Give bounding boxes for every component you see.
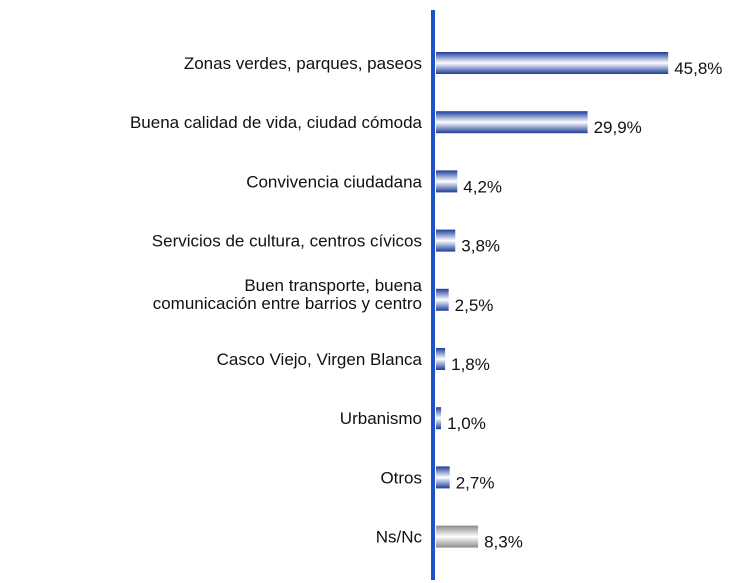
value-label: 29,9% [594,118,642,137]
category-label: Buena calidad de vida, ciudad cómoda [130,113,423,132]
value-label: 2,7% [456,473,495,492]
category-label: Casco Viejo, Virgen Blanca [217,350,423,369]
value-label: 3,8% [461,237,500,256]
bar [436,288,449,311]
value-label: 1,0% [447,414,486,433]
bar [436,52,669,74]
bar [436,525,479,548]
category-label: Servicios de cultura, centros cívicos [152,232,422,251]
bar [436,111,588,134]
value-label: 45,8% [674,59,722,78]
value-label: 8,3% [484,533,523,552]
value-label: 2,5% [455,296,494,315]
category-label: Convivencia ciudadana [246,172,422,191]
category-label: Urbanismo [340,409,422,428]
value-label: 4,2% [463,177,502,196]
bar [436,170,458,193]
category-label: Zonas verdes, parques, paseos [184,54,422,73]
bar [436,348,446,370]
category-label: Buen transporte, buena comunicación entre… [153,276,423,313]
category-label: Otros [380,468,422,487]
bar [436,407,442,430]
bar [436,229,456,252]
bar [436,466,450,489]
value-label: 1,8% [451,355,490,374]
category-label: Ns/Nc [376,528,423,547]
